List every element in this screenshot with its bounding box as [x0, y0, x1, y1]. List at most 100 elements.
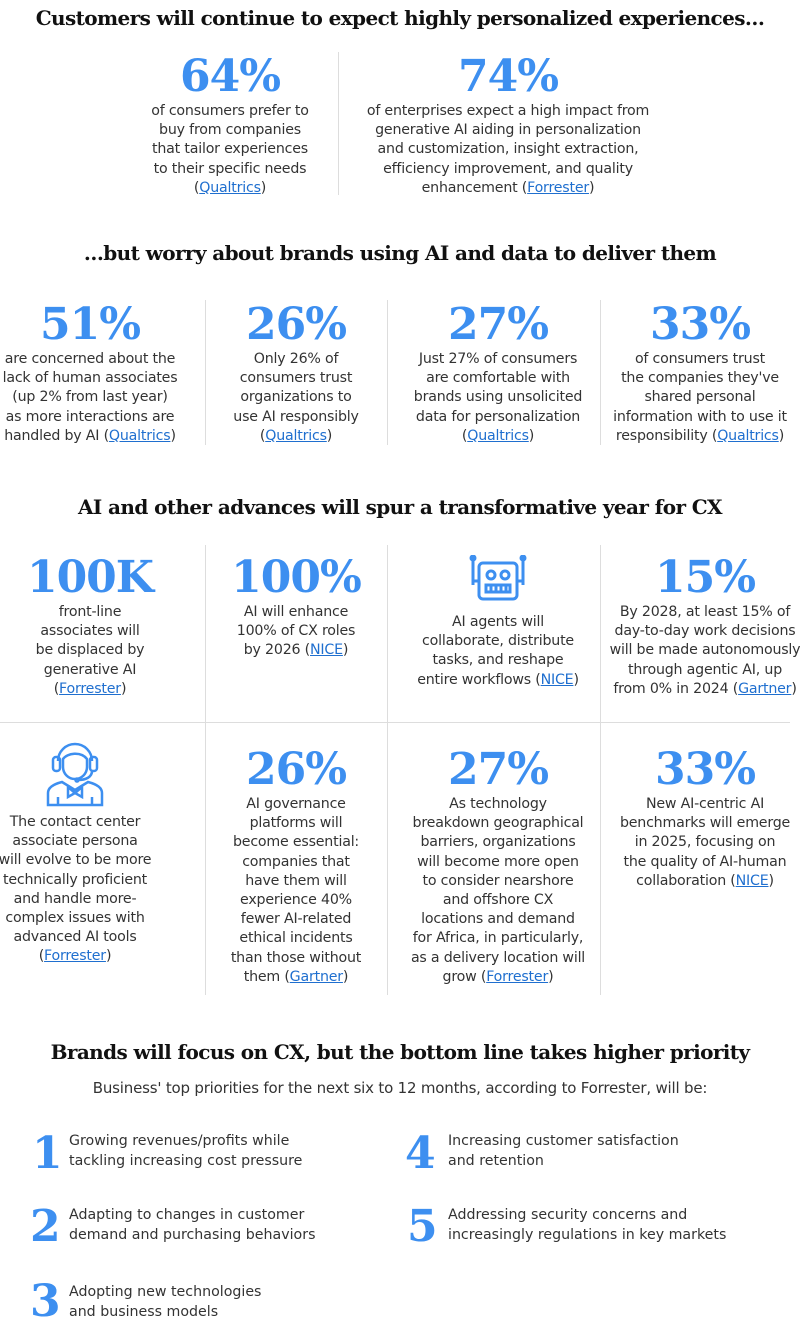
stat-text-line: benchmarks will emerge [619, 815, 791, 832]
stat-text-line: of consumers trust [634, 351, 766, 367]
source-suffix: ) [260, 179, 267, 196]
source-link[interactable]: Gartner [738, 680, 792, 697]
priority-text: Addressing security concerns and increasi… [448, 1206, 726, 1245]
stat-card: AI agents will collaborate, distribute tas… [398, 553, 598, 690]
source-suffix: ) [326, 427, 333, 444]
stat-text-line: buy from companies [159, 122, 301, 139]
priority-text-line: Adopting new technologies [69, 1284, 262, 1300]
stat-card: 27% Just 27% of consumers are comfortable … [398, 300, 598, 446]
stat-text-line: advanced AI tools [13, 929, 137, 946]
stat-text-line: through agentic AI, up [628, 661, 782, 678]
stat-text-line: companies that [242, 853, 350, 870]
divider [205, 545, 206, 995]
stat-number: 33% [649, 299, 751, 350]
source-prefix: ( [38, 948, 45, 965]
source-prefix: ( [53, 680, 60, 697]
stat-text-line: have them will [245, 872, 347, 889]
stat-text-line: associate persona [12, 833, 138, 850]
divider [387, 300, 388, 445]
stat-text-line: will be made autonomously [609, 642, 800, 659]
stat-text-line: front-line [58, 604, 122, 620]
source-link[interactable]: NICE [540, 671, 574, 688]
stat-text-line: efficiency improvement, and quality [383, 160, 633, 177]
stat-card: 26% Only 26% of consumers trust organizatio… [206, 300, 386, 446]
source-suffix: ) [573, 671, 579, 688]
source-prefix: entire workflows ( [417, 671, 541, 688]
stat-text-line: as more interactions are [5, 408, 175, 425]
stat-text-line: 100% of CX roles [236, 623, 356, 640]
stat-source-line: responsibility (Qualtrics) [600, 427, 800, 446]
stat-text-line: and offshore CX [442, 892, 554, 909]
source-link[interactable]: Qualtrics [717, 427, 779, 444]
stat-source-line: grow (Forrester) [398, 968, 598, 987]
source-link[interactable]: Forrester [527, 179, 590, 196]
robot-icon [398, 553, 598, 613]
source-suffix: ) [342, 642, 349, 659]
stat-text-line: associates will [40, 623, 140, 640]
stat-text-line: breakdown geographical [412, 815, 584, 832]
priority-text-line: increasingly regulations in key markets [448, 1226, 727, 1243]
stat-text-line: use AI responsibly [233, 408, 359, 425]
priority-number: 5 [407, 1201, 438, 1252]
stat-text-line: be displaced by [35, 642, 145, 659]
stat-text-line: tasks, and reshape [432, 652, 564, 669]
stat-text-line: barriers, organizations [420, 834, 576, 851]
stat-text-line: shared personal [644, 389, 756, 406]
stat-text-line: are concerned about the [4, 351, 176, 367]
stat-text-line: data for personalization [415, 408, 581, 425]
source-link[interactable]: Qualtrics [199, 179, 261, 196]
source-suffix: ) [342, 968, 349, 985]
stat-number: 27% [447, 299, 549, 350]
stat-number: 26% [245, 299, 347, 350]
priority-number: 1 [32, 1128, 63, 1179]
stat-text-line: organizations to [240, 389, 352, 406]
priority-text: Increasing customer satisfaction and rete… [448, 1132, 679, 1171]
priority-text-line: Growing revenues/profits while [69, 1133, 290, 1149]
stat-text-line: generative AI [43, 661, 137, 678]
stat-text-line: consumers trust [239, 370, 353, 387]
source-suffix: ) [768, 872, 775, 889]
source-link[interactable]: NICE [310, 642, 343, 659]
stat-number: 51% [39, 299, 141, 350]
stat-text-line: platforms will [249, 815, 343, 832]
stat-number: 26% [245, 744, 347, 795]
source-link[interactable]: Qualtrics [467, 427, 529, 444]
source-link[interactable]: Gartner [289, 968, 343, 985]
divider [387, 545, 388, 995]
priority-text-line: Increasing customer satisfaction [448, 1133, 679, 1149]
divider [0, 722, 790, 723]
source-link[interactable]: Forrester [59, 680, 121, 697]
source-suffix: ) [528, 427, 535, 444]
stat-source-line: handled by AI (Qualtrics) [0, 427, 190, 446]
priority-text-line: and business models [69, 1303, 219, 1320]
stat-card: The contact center associate persona will … [0, 735, 160, 967]
source-link[interactable]: Qualtrics [108, 427, 171, 444]
section-title-personalization: Customers will continue to expect highly… [35, 6, 765, 30]
priority-text-line: Adapting to changes in customer [69, 1207, 305, 1223]
stat-text-line: By 2028, at least 15% of [619, 604, 791, 620]
source-prefix: responsibility ( [615, 427, 718, 444]
stat-source-line: (Qualtrics) [206, 427, 386, 446]
source-link[interactable]: Qualtrics [265, 427, 327, 444]
source-link[interactable]: NICE [735, 872, 769, 889]
stat-text-line: will evolve to be more [0, 852, 152, 869]
stat-text-line: fewer AI-related [240, 911, 352, 928]
stat-text-line: and handle more- [13, 890, 137, 907]
divider [600, 300, 601, 445]
source-link[interactable]: Forrester [486, 968, 549, 985]
stat-text-line: brands using unsolicited [413, 389, 583, 406]
priority-number: 2 [30, 1201, 61, 1252]
source-suffix: ) [105, 948, 112, 965]
stat-source-line: (Qualtrics) [398, 427, 598, 446]
priority-text: Adapting to changes in customer demand an… [69, 1206, 315, 1245]
stat-card: 33% of consumers trust the companies they'… [600, 300, 800, 446]
stat-card: 51% are concerned about the lack of human … [0, 300, 190, 446]
source-link[interactable]: Forrester [44, 948, 106, 965]
stat-text-line: Only 26% of [253, 351, 339, 367]
priority-text-line: and retention [448, 1152, 544, 1169]
stat-number: 27% [447, 744, 549, 795]
source-prefix: from 0% in 2024 ( [613, 680, 739, 697]
divider [338, 52, 339, 195]
stat-text-line: collaborate, distribute [422, 633, 574, 650]
